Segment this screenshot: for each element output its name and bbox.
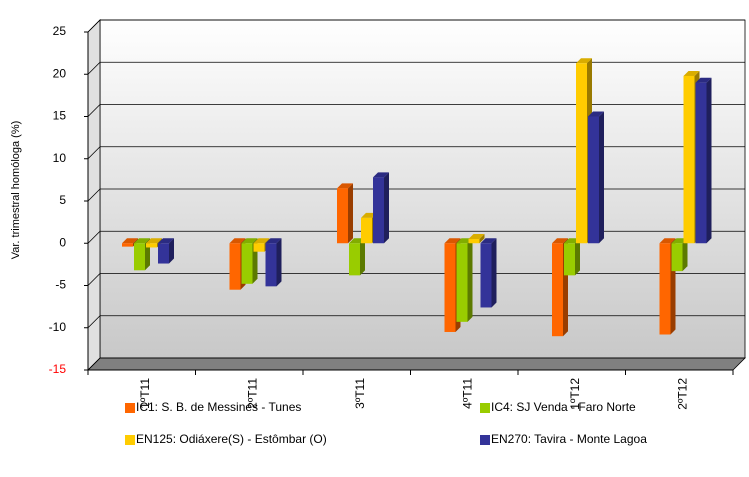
bar [659, 243, 671, 335]
bar-top [576, 58, 592, 64]
grid-line-side [87, 146, 101, 160]
bar [349, 243, 360, 276]
bar [373, 177, 384, 244]
y-tick-label: 10 [53, 151, 67, 165]
bar-top [695, 77, 712, 83]
bar-top [265, 238, 282, 244]
bar [552, 243, 563, 337]
axes: -15 -10 -5 0 5 10 15 20 25 1ºT11 2ºT11 3ºT11 4ºT11 1º… [49, 24, 734, 446]
x-tick-label: 1ºT12 [568, 378, 582, 410]
bar [683, 75, 695, 244]
bar [241, 243, 253, 284]
legend-label: EN125: Odiáxere(S) - Estômbar (O) [136, 432, 327, 446]
bar-top [659, 238, 676, 244]
bar [337, 188, 348, 244]
bar-side [467, 238, 473, 322]
bar [146, 243, 157, 248]
x-tick-label: 4ºT11 [460, 378, 474, 409]
grid-line-side [87, 230, 101, 244]
bar-side [682, 238, 688, 272]
bar [122, 243, 133, 247]
bar-top [146, 238, 162, 244]
bar-top [444, 238, 461, 244]
y-tick-label: 15 [53, 109, 67, 123]
y-tick-label: 25 [53, 24, 67, 38]
bar-top [158, 238, 174, 244]
y-tick-label: 0 [59, 235, 66, 249]
bar [444, 243, 456, 332]
legend-swatch [125, 435, 135, 445]
grid-line-side [87, 315, 101, 329]
grid-line-side [87, 61, 101, 75]
bar [588, 116, 599, 244]
bar-side [276, 238, 282, 287]
bar-top [134, 238, 150, 244]
bar [576, 63, 587, 244]
grid [87, 19, 745, 371]
y-tick-label: -5 [55, 278, 66, 292]
x-tick-label: 2ºT11 [245, 378, 259, 409]
bar-side [599, 111, 604, 244]
bar-side [348, 183, 353, 244]
bar [480, 243, 492, 308]
bar-side [491, 238, 497, 308]
bar-side [360, 238, 365, 276]
bar-side [384, 172, 389, 244]
legend-swatch [480, 435, 490, 445]
bar-side [706, 77, 712, 244]
bar-side [479, 234, 485, 244]
bar-side [575, 238, 580, 276]
legend-label: IC1: S. B. de Messines - Tunes [136, 400, 301, 414]
bar-top [683, 70, 700, 76]
grid-line-side [87, 188, 101, 202]
bar-top [253, 238, 270, 244]
x-tick-label: 2ºT12 [675, 378, 689, 410]
y-tick-label: 20 [53, 66, 67, 80]
bar [695, 82, 707, 244]
bar-top [552, 238, 568, 244]
y-tick-label: -15 [49, 362, 67, 376]
legend-swatch [480, 403, 490, 413]
grid-line-side [87, 273, 101, 286]
y-tick-label: -10 [49, 320, 67, 334]
bars [122, 58, 712, 337]
grid-line-side [87, 104, 101, 117]
bar [265, 243, 277, 287]
y-axis-label: Var. trimestral homóloga (%) [10, 121, 22, 260]
bar [134, 243, 145, 271]
floor [87, 357, 746, 371]
legend-label: EN270: Tavira - Monte Lagoa [491, 432, 647, 446]
bar-top [373, 172, 389, 178]
bar-top [241, 238, 258, 244]
legend-swatch [125, 403, 135, 413]
bar [253, 243, 265, 252]
bar-side [169, 238, 174, 264]
bar [361, 217, 372, 244]
bar [671, 243, 683, 272]
bar-top [337, 183, 353, 189]
y-tick-label: 5 [59, 193, 66, 207]
bar-top [229, 238, 246, 244]
bar [468, 239, 480, 244]
x-tick-label: 3ºT11 [353, 378, 367, 409]
bar-top [122, 238, 138, 244]
grid-line-side [87, 19, 101, 33]
bar-top [588, 111, 604, 117]
bar [229, 243, 241, 290]
bar-top [468, 234, 485, 240]
bar [158, 243, 169, 264]
x-tick-label: 1ºT11 [138, 378, 152, 409]
bar [564, 243, 575, 276]
bar-top [480, 238, 497, 244]
legend-label: IC4: SJ Venda - Faro Norte [491, 400, 636, 414]
bar [456, 243, 468, 322]
grid-line-side [87, 357, 101, 371]
